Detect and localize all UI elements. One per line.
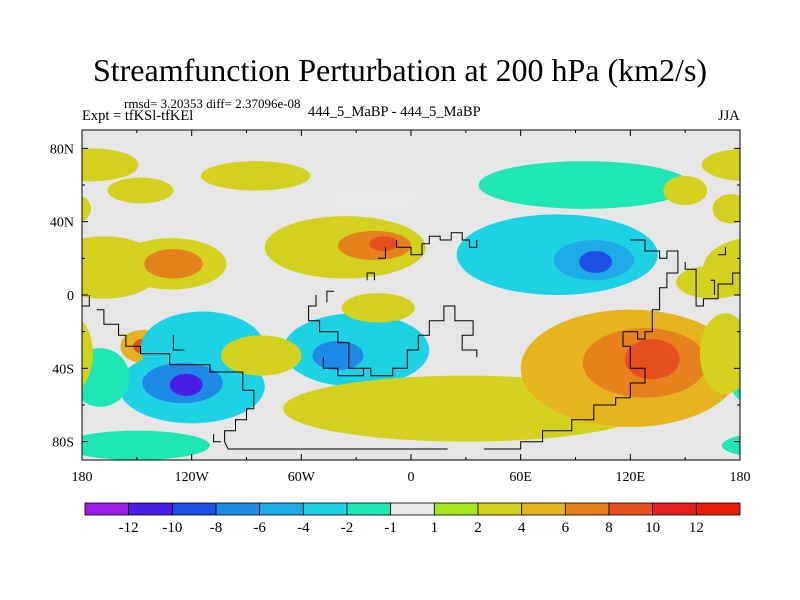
coastline-layer bbox=[82, 232, 740, 450]
case-label: 444_5_MaBP - 444_5_MaBP bbox=[308, 104, 481, 120]
colorbar-label: -1 bbox=[384, 520, 397, 536]
plot-title: Streamfunction Perturbation at 200 hPa (… bbox=[92, 52, 708, 88]
colorbar-swatch bbox=[128, 502, 173, 516]
colorbar-swatch bbox=[259, 502, 304, 516]
contour-cell bbox=[701, 148, 740, 182]
colorbar-swatch bbox=[390, 502, 435, 516]
colorbar-label: -12 bbox=[119, 520, 139, 536]
contour-cell bbox=[579, 251, 613, 273]
contour-cell bbox=[200, 161, 311, 191]
contour-cell bbox=[82, 430, 210, 460]
contour-cell bbox=[169, 373, 203, 396]
coastline bbox=[395, 232, 478, 256]
colorbar-swatch bbox=[521, 502, 566, 516]
contour-cell bbox=[721, 435, 740, 456]
lon-tick-label: 180 bbox=[730, 470, 751, 485]
colorbar-label: -8 bbox=[210, 520, 223, 536]
lat-tick-label: 40N bbox=[50, 216, 74, 231]
colorbar-label: -6 bbox=[253, 520, 266, 536]
colorbar-label: -4 bbox=[297, 520, 310, 536]
contour-cell bbox=[82, 148, 139, 182]
coastline bbox=[213, 434, 221, 443]
contour-cell bbox=[328, 188, 421, 211]
contour-cell bbox=[676, 265, 740, 299]
contour-cell bbox=[107, 177, 174, 204]
experiment-label: Expt = tfKSl-tfKEl bbox=[82, 108, 194, 124]
colorbar-label: 8 bbox=[605, 520, 613, 536]
coastline bbox=[366, 272, 375, 281]
colorbar-label: -10 bbox=[162, 520, 182, 536]
contour-cell bbox=[220, 335, 302, 376]
colorbar-label: 1 bbox=[431, 520, 439, 536]
colorbar-swatch bbox=[302, 502, 348, 516]
colorbar-swatch bbox=[346, 502, 392, 516]
contour-cell bbox=[144, 249, 203, 279]
contour-cell bbox=[312, 340, 364, 371]
coastline bbox=[172, 335, 185, 351]
colorbar-label: 6 bbox=[562, 520, 570, 536]
coastline bbox=[322, 357, 364, 377]
colorbar-swatch bbox=[84, 502, 130, 516]
coastline bbox=[82, 295, 90, 307]
lon-tick-label: 60E bbox=[509, 470, 532, 485]
contour-cell bbox=[624, 339, 680, 380]
colorbar-swatch bbox=[477, 502, 523, 516]
colorbar-swatch bbox=[564, 502, 610, 516]
contour-cell bbox=[82, 348, 130, 407]
colorbar: -12 -10 -8 -6 -4 -2 -1 1 2 4 6 8 10 12 bbox=[84, 502, 741, 536]
colorbar-swatch bbox=[433, 502, 479, 516]
lon-tick-label: 120E bbox=[616, 470, 646, 485]
contour-cell bbox=[712, 194, 740, 224]
lon-tick-label: 180 bbox=[72, 470, 93, 485]
contour-cell bbox=[663, 175, 708, 206]
colorbar-label: 12 bbox=[689, 520, 704, 536]
colorbar-swatch bbox=[171, 502, 217, 516]
contour-cell bbox=[699, 313, 740, 394]
colorbar-swatch bbox=[608, 502, 654, 516]
lon-tick-label: 0 bbox=[408, 470, 415, 485]
colorbar-label: 2 bbox=[474, 520, 482, 536]
season-label: JJA bbox=[718, 108, 740, 124]
coastline bbox=[684, 262, 740, 307]
colorbar-swatch bbox=[652, 502, 697, 516]
contour-cell bbox=[478, 161, 691, 209]
colorbar-label: -2 bbox=[341, 520, 354, 536]
lat-tick-label: 80S bbox=[52, 436, 74, 451]
colorbar-label: 4 bbox=[518, 520, 526, 536]
contour-cell bbox=[82, 271, 92, 294]
colorbar-swatch bbox=[215, 502, 261, 516]
coastline bbox=[484, 239, 679, 450]
coastline bbox=[718, 247, 726, 256]
lon-tick-label: 60W bbox=[288, 470, 316, 485]
rmsd-diff-stats: rmsd= 3.20353 diff= 2.37096e-08 bbox=[124, 96, 301, 111]
contour-cell bbox=[82, 196, 92, 222]
colorbar-swatch bbox=[695, 502, 741, 516]
colorbar-label: 10 bbox=[645, 520, 660, 536]
lat-tick-label: 40S bbox=[52, 362, 74, 377]
axis-ticks: 180 120W 60W 0 60E 120E 180 80N 40N 0 40S 80S bbox=[50, 130, 751, 485]
contour-cell bbox=[341, 293, 415, 323]
coastline bbox=[96, 309, 448, 450]
coastline bbox=[308, 295, 478, 377]
contour-fill-layer bbox=[82, 130, 740, 460]
coastline bbox=[710, 279, 715, 295]
lon-tick-label: 120W bbox=[175, 470, 210, 485]
lat-tick-label: 0 bbox=[67, 289, 74, 304]
coastline bbox=[378, 247, 386, 259]
contour-cell bbox=[368, 236, 399, 252]
coastline bbox=[326, 290, 335, 303]
contour-cell bbox=[82, 320, 93, 387]
lat-tick-label: 80N bbox=[50, 142, 74, 157]
